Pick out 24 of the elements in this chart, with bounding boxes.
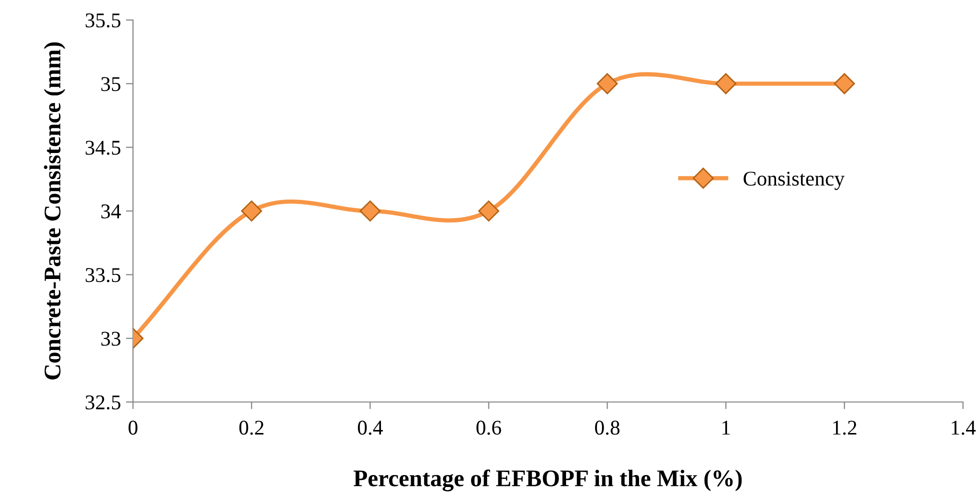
x-tick-label: 0.6 <box>476 420 502 435</box>
x-axis-title: Percentage of EFBOPF in the Mix (%) <box>354 470 742 492</box>
point <box>596 73 618 94</box>
y-tick-label: 35 <box>101 77 120 92</box>
point <box>241 200 262 222</box>
y-tick-label: 33.5 <box>86 268 120 282</box>
x-tick-label: 1 <box>722 420 730 435</box>
x-tick-label: 0 <box>128 420 138 435</box>
y-axis-title: Concrete-Paste Consistence (mm) <box>44 42 66 380</box>
y-tick-label: 32.5 <box>86 395 120 410</box>
x-tick-label: 1.2 <box>833 420 856 435</box>
point <box>360 200 381 222</box>
y-tick-label: 33 <box>101 332 120 346</box>
y-tick-label: 35.5 <box>86 13 120 28</box>
point <box>478 200 500 222</box>
point <box>834 73 855 94</box>
point <box>715 73 736 94</box>
legend-label: Consistency <box>744 172 845 190</box>
x-tick-label: 0.4 <box>358 420 383 435</box>
x-tick-label: 0.8 <box>595 420 620 435</box>
y-tick-label: 34.5 <box>86 140 120 155</box>
x-tick-label: 0.2 <box>239 420 264 435</box>
y-tick-label: 34 <box>101 204 121 218</box>
x-tick-label: 1.4 <box>952 420 976 435</box>
